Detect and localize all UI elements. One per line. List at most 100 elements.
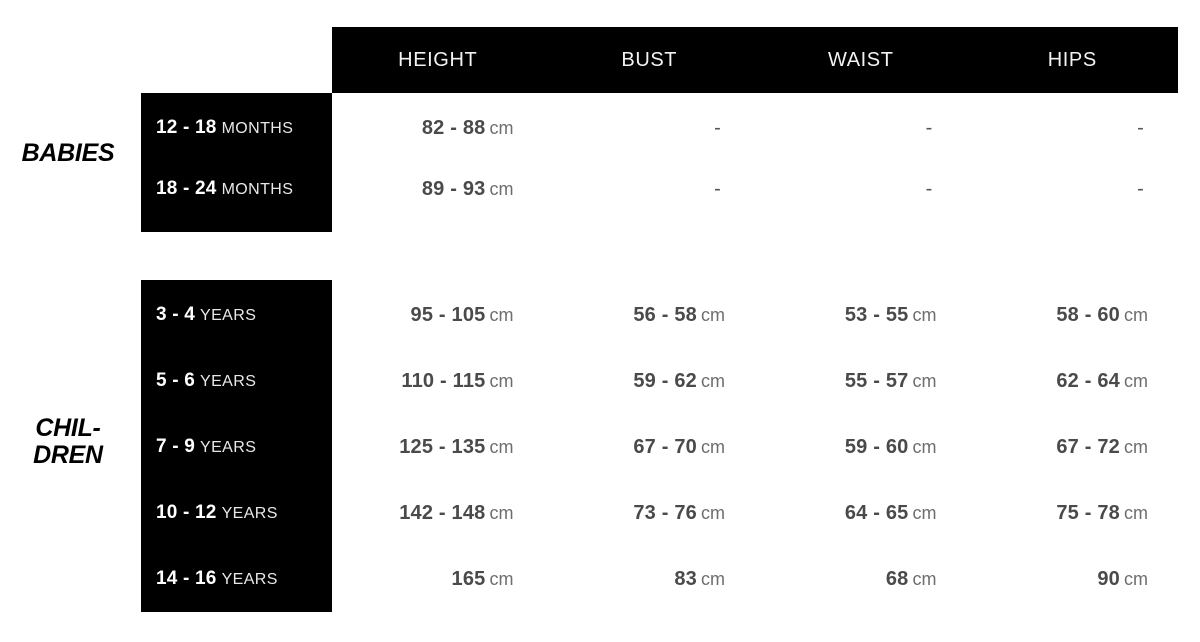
size-range: 14 - 16 <box>156 568 217 589</box>
value-number: 55 - 57 <box>844 369 909 392</box>
value-cell-hips: 62 - 64 cm <box>967 370 1179 393</box>
size-label-cell: 18 - 24 MONTHS <box>141 178 332 200</box>
value-unit: cm <box>912 568 937 589</box>
value-cell-waist: 53 - 55 cm <box>755 304 967 327</box>
value-number: - <box>1137 177 1144 200</box>
value-unit: cm <box>701 436 725 457</box>
size-label-cell: 7 - 9 YEARS <box>141 436 332 458</box>
value-number: 95 - 105 <box>410 303 486 326</box>
value-cell-height: 142 - 148 cm <box>332 502 544 525</box>
table-row: 18 - 24 MONTHS 89 - 93 cm - - - <box>141 166 1178 212</box>
size-range: 12 - 18 <box>156 117 217 138</box>
value-number: - <box>925 177 933 200</box>
size-unit: YEARS <box>221 505 278 522</box>
value-number: 59 - 60 <box>844 435 909 458</box>
size-unit: MONTHS <box>221 181 294 198</box>
value-number: - <box>925 116 933 139</box>
value-unit: cm <box>489 178 514 199</box>
size-label-cell: 10 - 12 YEARS <box>141 502 332 524</box>
size-range: 7 - 9 <box>156 436 196 457</box>
size-range: 18 - 24 <box>156 178 217 199</box>
table-header-band <box>332 27 1178 93</box>
value-unit: cm <box>912 304 937 325</box>
value-cell-bust: 83 cm <box>544 568 756 591</box>
size-unit: YEARS <box>221 571 278 588</box>
value-cell-hips: - <box>967 178 1179 201</box>
value-unit: cm <box>1124 568 1148 589</box>
babies-label-block <box>141 93 332 232</box>
value-cell-height: 165 cm <box>332 568 544 591</box>
children-label-block <box>141 280 332 612</box>
value-unit: cm <box>701 370 725 391</box>
value-cell-height: 110 - 115 cm <box>332 370 544 393</box>
value-cell-height: 125 - 135 cm <box>332 436 544 459</box>
value-number: 62 - 64 <box>1056 369 1120 392</box>
value-number: 90 <box>1097 567 1120 590</box>
column-header-bust: BUST <box>621 48 678 71</box>
value-number: 53 - 55 <box>844 303 909 326</box>
value-number: 125 - 135 <box>399 435 486 458</box>
table-row: 12 - 18 MONTHS 82 - 88 cm - - - <box>141 105 1178 151</box>
value-unit: cm <box>1124 370 1148 391</box>
value-number: 59 - 62 <box>633 369 697 392</box>
size-range: 3 - 4 <box>156 304 196 325</box>
value-number: 142 - 148 <box>399 501 486 524</box>
size-unit: YEARS <box>200 307 257 324</box>
value-unit: cm <box>489 436 514 457</box>
table-row: 14 - 16 YEARS 165 cm 83 cm 68 cm 90 cm <box>141 556 1178 602</box>
value-number: - <box>714 116 721 139</box>
value-cell-hips: - <box>967 117 1179 140</box>
value-unit: cm <box>701 304 725 325</box>
size-range: 10 - 12 <box>156 502 217 523</box>
value-cell-height: 82 - 88 cm <box>332 117 544 140</box>
value-unit: cm <box>489 568 514 589</box>
value-cell-hips: 67 - 72 cm <box>967 436 1179 459</box>
value-cell-waist: - <box>755 178 967 201</box>
value-unit: cm <box>1124 502 1148 523</box>
value-number: 67 - 70 <box>633 435 697 458</box>
table-row: 3 - 4 YEARS 95 - 105 cm 56 - 58 cm 53 - 55 c… <box>141 292 1178 338</box>
size-label-cell: 3 - 4 YEARS <box>141 304 332 326</box>
size-unit: YEARS <box>200 373 257 390</box>
value-cell-bust: 73 - 76 cm <box>544 502 756 525</box>
size-unit: YEARS <box>200 439 257 456</box>
value-cell-bust: 67 - 70 cm <box>544 436 756 459</box>
size-range: 5 - 6 <box>156 370 196 391</box>
value-cell-waist: 68 cm <box>755 568 967 591</box>
column-header-waist: WAIST <box>827 48 894 71</box>
value-cell-bust: - <box>544 178 756 201</box>
value-number: 75 - 78 <box>1056 501 1120 524</box>
column-header-height: HEIGHT <box>398 48 478 71</box>
value-cell-waist: 55 - 57 cm <box>755 370 967 393</box>
value-number: 82 - 88 <box>421 116 486 139</box>
value-unit: cm <box>701 502 725 523</box>
value-number: 73 - 76 <box>633 501 697 524</box>
value-number: 165 <box>451 567 486 590</box>
value-cell-waist: 59 - 60 cm <box>755 436 967 459</box>
group-caption-children-line-1: CHIL- <box>35 414 101 442</box>
value-unit: cm <box>489 502 514 523</box>
group-caption-babies: BABIES <box>0 140 136 167</box>
value-number: 56 - 58 <box>633 303 697 326</box>
value-cell-waist: - <box>755 117 967 140</box>
table-row: 7 - 9 YEARS 125 - 135 cm 67 - 70 cm 59 - 60… <box>141 424 1178 470</box>
value-unit: cm <box>912 370 937 391</box>
value-unit: cm <box>701 568 725 589</box>
value-unit: cm <box>1124 436 1148 457</box>
value-unit: cm <box>1124 304 1148 325</box>
size-label-cell: 5 - 6 YEARS <box>141 370 332 392</box>
table-row: 10 - 12 YEARS 142 - 148 cm 73 - 76 cm 64 - … <box>141 490 1178 536</box>
value-cell-hips: 75 - 78 cm <box>967 502 1179 525</box>
value-number: 67 - 72 <box>1056 435 1120 458</box>
value-cell-bust: - <box>544 117 756 140</box>
size-label-cell: 14 - 16 YEARS <box>141 568 332 590</box>
table-row: 5 - 6 YEARS 110 - 115 cm 59 - 62 cm 55 - 57… <box>141 358 1178 404</box>
size-unit: MONTHS <box>221 120 294 137</box>
value-number: 58 - 60 <box>1056 303 1120 326</box>
value-cell-hips: 58 - 60 cm <box>967 304 1179 327</box>
value-unit: cm <box>489 117 514 138</box>
value-number: 89 - 93 <box>421 177 486 200</box>
column-header-hips: HIPS <box>1047 48 1097 71</box>
value-number: - <box>1137 116 1144 139</box>
value-cell-bust: 56 - 58 cm <box>544 304 756 327</box>
